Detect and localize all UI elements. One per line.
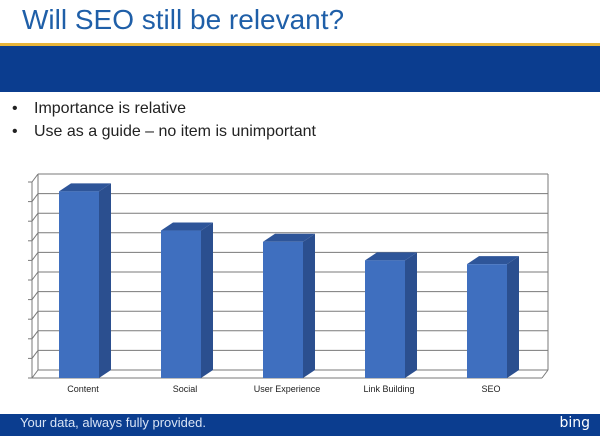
- footer-tagline: Your data, always fully provided.: [20, 415, 206, 430]
- x-tick-label: User Experience: [254, 384, 321, 394]
- bar-side: [303, 233, 315, 378]
- gridline-side: [31, 212, 39, 222]
- bullet-item: • Use as a guide – no item is unimportant: [12, 123, 316, 146]
- bar-top: [467, 256, 519, 265]
- bar-side: [201, 222, 213, 378]
- bar-top: [365, 252, 417, 261]
- bar-top: [161, 222, 213, 231]
- slide-title: Will SEO still be relevant?: [22, 4, 345, 35]
- bar: [365, 260, 405, 378]
- x-tick-label: Social: [173, 384, 198, 394]
- bullet-text: Importance is relative: [34, 100, 187, 117]
- x-tick-label: SEO: [481, 384, 500, 394]
- gridline-side: [31, 330, 39, 340]
- gridline-side: [31, 291, 39, 300]
- gridline-side: [31, 232, 39, 242]
- gridline-side: [31, 173, 39, 183]
- footer-band: Your data, always fully provided. bing: [0, 414, 600, 436]
- gridline-side: [31, 271, 39, 281]
- bar-side: [99, 183, 111, 378]
- bullet-text: Use as a guide – no item is unimportant: [34, 123, 316, 140]
- bullet-dot: •: [12, 100, 18, 117]
- bar-top: [263, 233, 315, 242]
- header-band: [0, 46, 600, 92]
- bar-chart: Content Social User Experience Link Buildin…: [28, 173, 549, 394]
- bar-side: [405, 252, 417, 378]
- gridline-side: [31, 369, 39, 379]
- gridline-side: [31, 193, 39, 202]
- x-tick-label: Content: [67, 384, 99, 394]
- x-tick-label: Link Building: [363, 384, 414, 394]
- bar: [59, 191, 99, 378]
- bar: [467, 264, 507, 378]
- header-accent-line: [0, 43, 600, 46]
- gridline-side: [31, 350, 39, 359]
- bar: [161, 230, 201, 378]
- gridline-side: [31, 252, 39, 261]
- bar-top: [59, 183, 111, 192]
- bar-side: [507, 256, 519, 378]
- gridline-side: [31, 310, 39, 320]
- bullet-list: • Importance is relative • Use as a guide …: [12, 100, 316, 146]
- bing-logo: bing: [559, 415, 590, 431]
- bar: [263, 241, 303, 378]
- bullet-item: • Importance is relative: [12, 100, 316, 123]
- bullet-dot: •: [12, 123, 18, 140]
- floor-edge: [541, 369, 549, 379]
